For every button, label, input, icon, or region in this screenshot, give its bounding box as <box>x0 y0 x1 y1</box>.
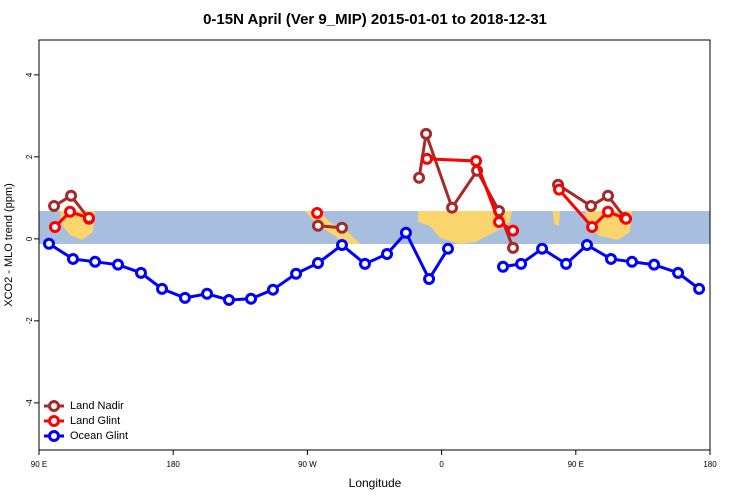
point <box>493 216 506 229</box>
chart-title: 0-15N April (Ver 9_MIP) 2015-01-01 to 20… <box>203 11 547 28</box>
x-tick-label: 90 E <box>31 460 47 469</box>
point <box>620 212 633 225</box>
point <box>201 287 214 300</box>
map-strip <box>39 211 710 244</box>
legend-marker <box>48 400 60 412</box>
y-tick-label: 2 <box>25 154 34 159</box>
point <box>222 293 235 306</box>
point <box>178 291 191 304</box>
point <box>470 154 483 167</box>
point <box>64 205 77 218</box>
point <box>42 237 55 250</box>
point <box>507 241 520 254</box>
point <box>89 255 102 268</box>
point <box>48 220 61 233</box>
point <box>134 266 147 279</box>
point <box>335 239 348 251</box>
point <box>672 266 685 279</box>
point <box>399 226 412 239</box>
point <box>358 257 371 270</box>
series-line <box>426 157 514 232</box>
x-tick-label: 180 <box>703 460 717 469</box>
legend-marker <box>48 415 60 427</box>
point <box>420 127 433 140</box>
point <box>266 283 279 296</box>
point <box>311 257 324 270</box>
point <box>586 220 599 233</box>
point <box>693 282 706 295</box>
y-tick-label: 4 <box>25 72 34 77</box>
point <box>335 221 348 234</box>
point <box>245 292 258 305</box>
y-tick-label: -2 <box>25 317 34 325</box>
point <box>442 242 455 255</box>
point <box>65 189 78 202</box>
x-tick-label: 180 <box>167 460 181 469</box>
point <box>381 248 394 261</box>
point <box>420 152 433 165</box>
point <box>580 239 593 251</box>
legend-marker <box>48 430 60 442</box>
point <box>48 200 61 213</box>
x-axis-label: Longitude <box>349 476 402 490</box>
series-line <box>557 183 627 219</box>
point <box>66 252 79 265</box>
point <box>560 257 573 270</box>
series-line <box>502 243 701 291</box>
point <box>82 211 95 224</box>
point <box>311 219 324 232</box>
point <box>553 183 566 196</box>
x-tick-label: 90 W <box>298 460 317 469</box>
point <box>585 200 598 213</box>
y-axis-label: XCO2 - MLO trend (ppm) <box>3 183 15 306</box>
legend-label: Ocean Glint <box>70 430 128 442</box>
point <box>515 257 528 270</box>
point <box>507 224 520 237</box>
point <box>290 267 303 280</box>
point <box>536 242 549 255</box>
point <box>602 205 615 218</box>
legend-label: Land Glint <box>70 415 120 427</box>
point <box>112 258 125 271</box>
x-tick-label: 90 E <box>568 460 584 469</box>
point <box>311 207 324 220</box>
point <box>602 189 615 202</box>
x-tick-label: 0 <box>439 460 444 469</box>
series-line <box>557 188 627 230</box>
point <box>446 201 459 214</box>
y-tick-label: -4 <box>25 399 34 407</box>
point <box>423 273 436 286</box>
point <box>497 260 510 273</box>
point <box>648 258 661 271</box>
point <box>156 282 169 295</box>
point <box>626 255 639 268</box>
plot-frame <box>38 39 711 451</box>
legend-label: Land Nadir <box>70 400 124 412</box>
y-tick-label: 0 <box>25 236 34 241</box>
point <box>413 171 426 184</box>
point <box>604 252 617 265</box>
